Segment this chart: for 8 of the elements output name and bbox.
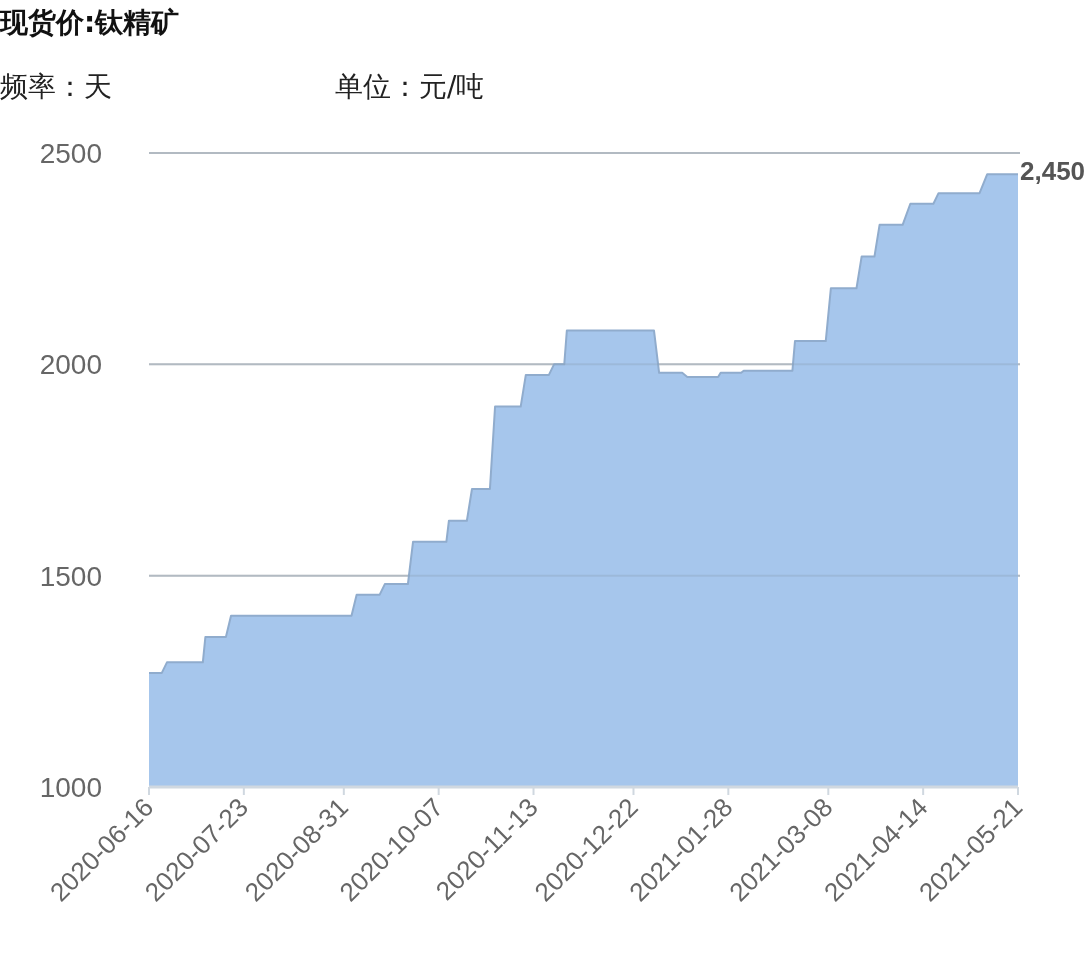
- data-label: 2,450: [1020, 156, 1086, 187]
- text: 单位：元/吨: [335, 70, 485, 103]
- y-tick-label: 2000: [39, 349, 102, 381]
- chart-title: 现货价:钛精矿: [0, 6, 180, 39]
- y-tick-label: 2500: [39, 138, 102, 169]
- y-tick-label: 1000: [39, 772, 102, 803]
- text: 频率：天: [0, 70, 112, 103]
- y-tick-label: 1500: [39, 560, 102, 592]
